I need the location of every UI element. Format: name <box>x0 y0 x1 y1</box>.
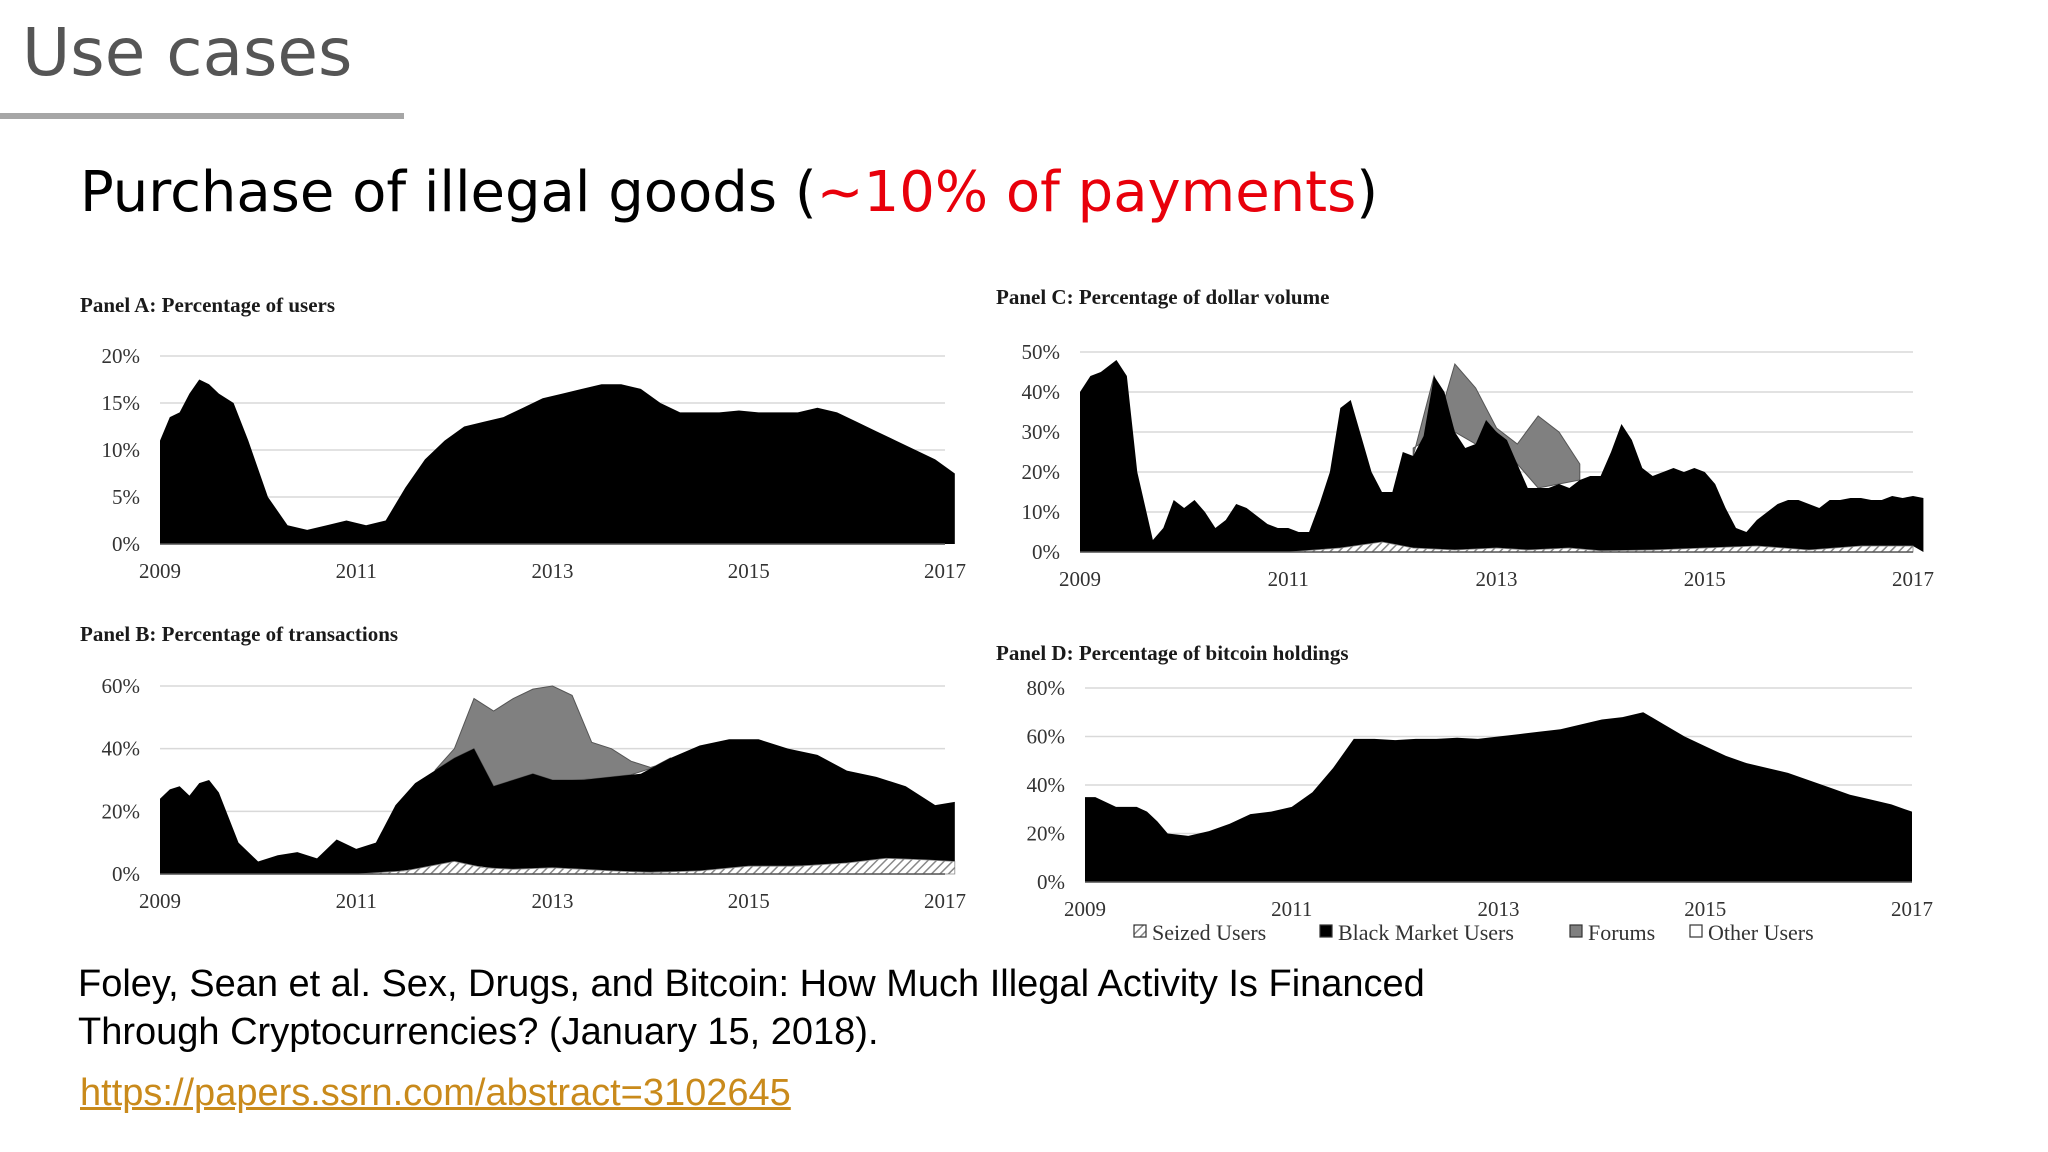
panel-c-y-tick: 0% <box>1032 540 1060 564</box>
panel-c-series-seized <box>1080 541 1914 553</box>
panel-d-series-black-market <box>1085 712 1912 882</box>
panel-a-x-tick: 2011 <box>336 559 377 583</box>
panel-c-y-tick: 30% <box>1022 420 1061 444</box>
legend-swatch <box>1689 924 1703 938</box>
panel-d-x-tick: 2009 <box>1064 897 1106 921</box>
title-underline <box>0 113 404 119</box>
panel-b-x-tick: 2017 <box>924 889 966 913</box>
panel-a-title: Panel A: Percentage of users <box>80 293 335 317</box>
panel-d-x-tick: 2011 <box>1271 897 1312 921</box>
panel-b-y-tick: 0% <box>112 862 140 886</box>
legend-label: Forums <box>1588 920 1655 945</box>
panel-c-x-tick: 2011 <box>1268 567 1309 591</box>
citation: Foley, Sean et al. Sex, Drugs, and Bitco… <box>78 960 1678 1056</box>
panel-c-x-tick: 2013 <box>1476 567 1518 591</box>
panel-a-y-tick: 10% <box>102 438 141 462</box>
panel-c-x-tick: 2009 <box>1059 567 1101 591</box>
figure-svg: Panel A: Percentage of users 20% 15% 10% 5% 0… <box>80 285 1934 945</box>
panel-c-x-tick: 2017 <box>1892 567 1934 591</box>
panel-a-x-tick: 2013 <box>532 559 574 583</box>
panel-b-series-seized <box>160 857 956 875</box>
panel-b-y-tick: 20% <box>102 799 141 823</box>
legend-swatch <box>1569 924 1583 938</box>
legend-swatch <box>1133 924 1147 938</box>
subtitle-suffix: ) <box>1356 160 1379 225</box>
panel-d-x-tick: 2015 <box>1684 897 1726 921</box>
panel-b-x-tick: 2011 <box>336 889 377 913</box>
panel-d-y-tick: 20% <box>1027 822 1066 846</box>
panel-b-x-tick: 2013 <box>532 889 574 913</box>
paper-link[interactable]: https://papers.ssrn.com/abstract=3102645 <box>80 1072 791 1114</box>
panel-c-y-tick: 40% <box>1022 380 1061 404</box>
panel-b-title: Panel B: Percentage of transactions <box>80 622 398 646</box>
panel-a-series-black-market <box>160 379 955 544</box>
slide-subtitle: Purchase of illegal goods (~10% of payme… <box>80 160 1378 225</box>
panel-d-title: Panel D: Percentage of bitcoin holdings <box>996 641 1349 665</box>
panel-a: Panel A: Percentage of users 20% 15% 10% 5% 0… <box>80 293 966 583</box>
panel-d-y-tick: 0% <box>1037 870 1065 894</box>
panel-d-x-tick: 2017 <box>1891 897 1933 921</box>
panel-a-y-tick: 20% <box>102 344 141 368</box>
citation-line-2: Through Cryptocurrencies? (January 15, 2… <box>78 1011 879 1053</box>
panel-c: Panel C: Percentage of dollar volume 50% 4… <box>996 285 1934 591</box>
panel-c-title: Panel C: Percentage of dollar volume <box>996 285 1329 309</box>
panel-c-x-tick: 2015 <box>1684 567 1726 591</box>
slide-title: Use cases <box>22 14 353 91</box>
subtitle-prefix: Purchase of illegal goods ( <box>80 160 817 225</box>
panel-b-x-tick: 2009 <box>139 889 181 913</box>
panel-b-series-black-market <box>160 739 955 874</box>
panel-c-y-tick: 50% <box>1022 340 1061 364</box>
legend-label: Seized Users <box>1152 920 1266 945</box>
panel-a-y-tick: 15% <box>102 391 141 415</box>
panel-c-series-black-market <box>1080 360 1924 552</box>
panel-d-y-tick: 40% <box>1027 773 1066 797</box>
panel-b-y-tick: 60% <box>102 674 141 698</box>
panel-a-x-tick: 2017 <box>924 559 966 583</box>
panel-b-y-tick: 40% <box>102 737 141 761</box>
panel-a-x-tick: 2015 <box>728 559 770 583</box>
subtitle-highlight: ~10% of payments <box>816 160 1357 225</box>
panel-b-x-tick: 2015 <box>728 889 770 913</box>
legend-label: Other Users <box>1708 920 1814 945</box>
panel-a-x-tick: 2009 <box>139 559 181 583</box>
panel-d-y-tick: 60% <box>1027 725 1066 749</box>
panel-b: Panel B: Percentage of transactions 60% 40… <box>80 622 966 913</box>
chart-legend: Seized Users Black Market Users Forums Othe… <box>1133 920 1814 945</box>
panel-c-y-tick: 20% <box>1022 460 1061 484</box>
panel-a-y-tick: 5% <box>112 485 140 509</box>
panel-c-y-tick: 10% <box>1022 500 1061 524</box>
panel-a-y-tick: 0% <box>112 532 140 556</box>
panel-d: Panel D: Percentage of bitcoin holdings 8… <box>996 641 1933 921</box>
panel-d-y-tick: 80% <box>1027 676 1066 700</box>
panel-d-x-tick: 2013 <box>1478 897 1520 921</box>
citation-line-1: Foley, Sean et al. Sex, Drugs, and Bitco… <box>78 963 1425 1005</box>
legend-swatch <box>1319 924 1333 938</box>
legend-label: Black Market Users <box>1338 920 1514 945</box>
paper-figure: Panel A: Percentage of users 20% 15% 10% 5% 0… <box>0 260 2048 960</box>
